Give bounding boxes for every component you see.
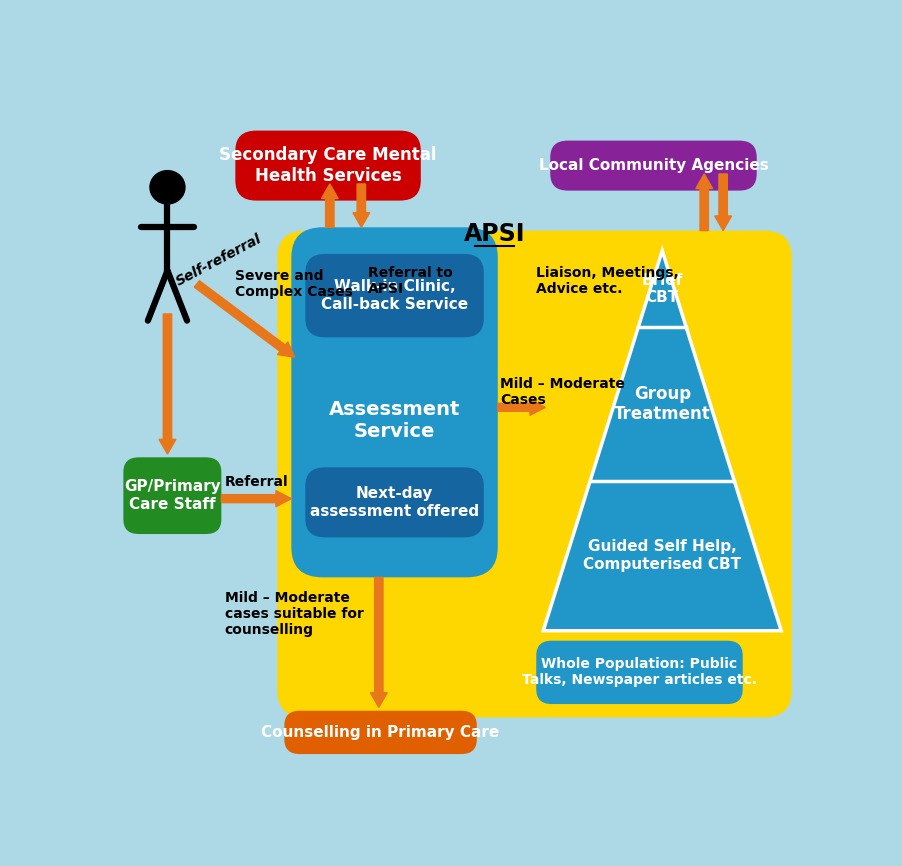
Text: Group
Treatment: Group Treatment (613, 385, 710, 423)
FancyBboxPatch shape (235, 131, 420, 201)
FancyArrow shape (194, 281, 295, 358)
Polygon shape (543, 250, 780, 630)
FancyArrow shape (497, 399, 545, 416)
Text: Walk-in Clinic,
Call-back Service: Walk-in Clinic, Call-back Service (320, 280, 467, 312)
Text: Whole Population: Public
Talks, Newspaper articles etc.: Whole Population: Public Talks, Newspape… (521, 657, 756, 688)
Text: Self-referral: Self-referral (173, 232, 264, 289)
FancyBboxPatch shape (549, 140, 756, 191)
Text: Referral to
APSI: Referral to APSI (368, 266, 453, 295)
FancyArrow shape (370, 578, 387, 708)
Text: Assessment
Service: Assessment Service (328, 400, 460, 441)
Text: Severe and
Complex Cases: Severe and Complex Cases (235, 268, 353, 299)
FancyArrow shape (353, 184, 369, 227)
Text: Referral: Referral (225, 475, 288, 489)
FancyArrow shape (221, 491, 291, 507)
FancyBboxPatch shape (291, 227, 497, 578)
Text: Liaison, Meetings,
Advice etc.: Liaison, Meetings, Advice etc. (536, 266, 678, 295)
FancyArrow shape (321, 184, 338, 227)
Text: Mild – Moderate
Cases: Mild – Moderate Cases (500, 377, 624, 407)
Circle shape (150, 171, 185, 204)
FancyBboxPatch shape (536, 641, 741, 704)
Text: Next-day
assessment offered: Next-day assessment offered (309, 486, 479, 519)
Text: APSI: APSI (463, 222, 524, 246)
Text: Guided Self Help,
Computerised CBT: Guided Self Help, Computerised CBT (583, 540, 741, 572)
Text: GP/Primary
Care Staff: GP/Primary Care Staff (124, 480, 220, 512)
FancyArrow shape (159, 314, 176, 454)
FancyBboxPatch shape (305, 254, 483, 338)
Text: Counselling in Primary Care: Counselling in Primary Care (262, 725, 499, 740)
FancyBboxPatch shape (305, 468, 483, 537)
Text: Secondary Care Mental
Health Services: Secondary Care Mental Health Services (219, 146, 437, 185)
FancyBboxPatch shape (277, 230, 791, 717)
Text: Mild – Moderate
cases suitable for
counselling: Mild – Moderate cases suitable for couns… (225, 591, 364, 637)
FancyBboxPatch shape (124, 457, 221, 534)
Text: Brief
CBT: Brief CBT (641, 273, 682, 305)
FancyBboxPatch shape (284, 711, 476, 754)
Text: Local Community Agencies: Local Community Agencies (538, 158, 768, 173)
FancyArrow shape (695, 174, 712, 230)
FancyArrow shape (714, 174, 731, 230)
